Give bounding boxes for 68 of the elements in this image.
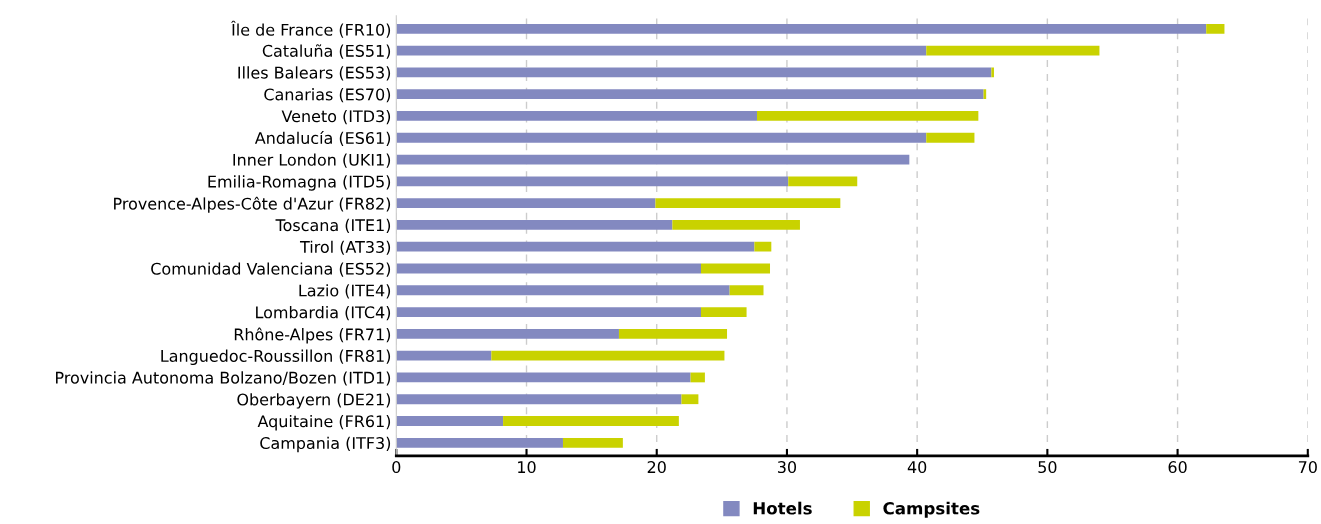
bar <box>396 285 730 296</box>
bar <box>396 23 1207 34</box>
bar <box>491 350 725 361</box>
x-tick-label: 0 <box>392 461 401 474</box>
x-tick-label: 20 <box>647 461 666 474</box>
bar <box>562 437 623 448</box>
bar <box>672 220 800 230</box>
bar <box>701 263 771 274</box>
legend-label: Hotels <box>753 501 812 515</box>
bar <box>396 394 682 405</box>
y-tick-label: Emilia-Romagna (ITD5) <box>208 175 391 191</box>
y-tick-label: Oberbayern (DE21) <box>237 393 391 409</box>
bar <box>396 111 757 121</box>
x-tick-label: 30 <box>777 461 797 474</box>
y-tick-label: Île de France (FR10) <box>231 20 391 38</box>
x-tick-label: 40 <box>907 461 927 474</box>
bar <box>701 307 747 317</box>
y-tick-label: Rhône-Alpes (FR71) <box>234 327 391 344</box>
bar <box>690 372 705 383</box>
bar <box>756 111 979 121</box>
y-tick-label: Andalucía (ES61) <box>254 131 391 146</box>
bar <box>729 285 764 296</box>
bar <box>396 220 673 230</box>
bar <box>926 132 975 143</box>
y-tick-label: Veneto (ITD3) <box>281 109 391 125</box>
y-tick-label: Provence-Alpes-Côte d'Azur (FR82) <box>114 196 391 213</box>
bar <box>396 328 619 339</box>
bar <box>991 67 994 78</box>
x-tick-label: 70 <box>1298 461 1317 474</box>
bar <box>396 176 789 187</box>
y-tick-label: Lombardia (ITC4) <box>256 306 391 321</box>
bar <box>788 176 858 187</box>
bar <box>396 154 910 165</box>
bar <box>396 307 701 317</box>
bar <box>396 416 504 426</box>
bar <box>396 89 984 100</box>
bar <box>681 394 699 405</box>
y-tick-label: Provincia Autonoma Bolzano/Bozen (ITD1) <box>56 371 391 386</box>
y-tick-label: Illes Balears (ES53) <box>238 66 391 81</box>
bar <box>503 416 679 426</box>
bar <box>1206 23 1225 34</box>
x-tick-label: 50 <box>1038 461 1057 474</box>
bar <box>396 263 701 274</box>
legend-label: Campsites <box>883 501 980 518</box>
bar <box>396 45 927 56</box>
bar <box>618 328 728 339</box>
bar <box>396 350 492 361</box>
bar <box>396 437 563 448</box>
y-tick-label: Languedoc-Roussillon (FR81) <box>161 349 391 366</box>
x-tick-label: 60 <box>1168 461 1187 474</box>
bar <box>396 132 927 143</box>
y-tick-label: Toscana (ITE1) <box>275 218 391 234</box>
y-tick-label: Canarias (ES70) <box>264 88 391 103</box>
y-tick-label: Cataluña (ES51) <box>262 44 391 59</box>
y-tick-label: Campania (ITF3) <box>260 436 391 453</box>
x-tick-label: 10 <box>518 461 536 474</box>
bar <box>396 241 755 252</box>
bar <box>396 198 656 209</box>
y-tick-label: Aquitaine (FR61) <box>257 414 391 431</box>
bar <box>754 241 772 252</box>
bar <box>926 45 1100 56</box>
y-tick-label: Inner London (UKI1) <box>233 153 391 168</box>
bar <box>396 372 691 383</box>
bar <box>655 198 841 209</box>
bar <box>396 67 992 78</box>
y-tick-label: Tirol (AT33) <box>299 240 391 255</box>
y-tick-label: Lazio (ITE4) <box>299 284 391 299</box>
y-tick-label: Comunidad Valenciana (ES52) <box>151 262 391 277</box>
